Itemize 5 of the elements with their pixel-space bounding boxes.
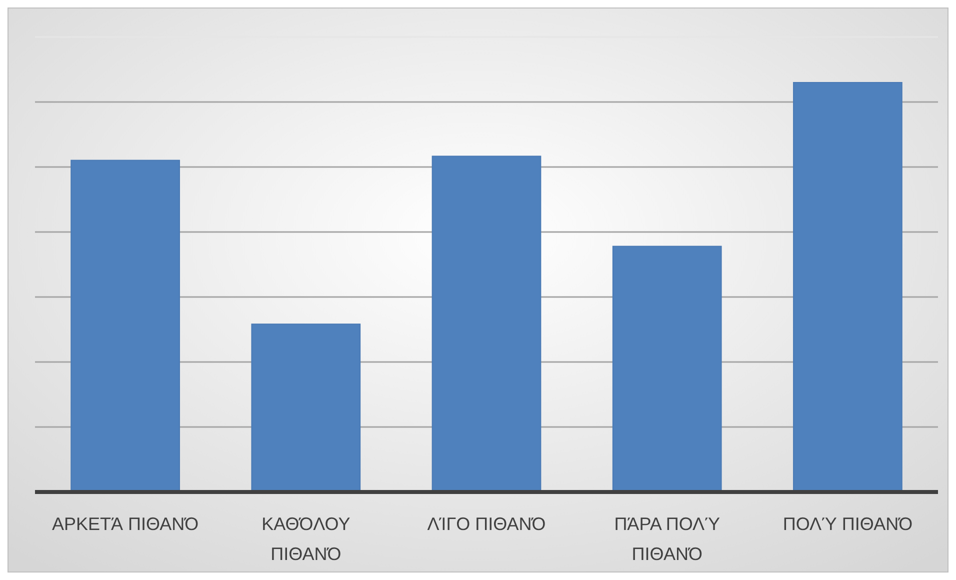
x-tick-label: ΛΊΓΟ ΠΙΘΑΝΌ: [427, 514, 546, 534]
x-tick-label: ΠΆΡΑ ΠΟΛΎ ΠΙΘΑΝΌ: [614, 514, 720, 564]
x-tick-label: ΚΑΘΌΛΟΥ ΠΙΘΑΝΌ: [262, 514, 350, 564]
x-tick-label: ΠΟΛΎ ΠΙΘΑΝΌ: [782, 514, 913, 534]
x-tick-label: ΑΡΚΕΤΆ ΠΙΘΑΝΌ: [52, 514, 199, 534]
